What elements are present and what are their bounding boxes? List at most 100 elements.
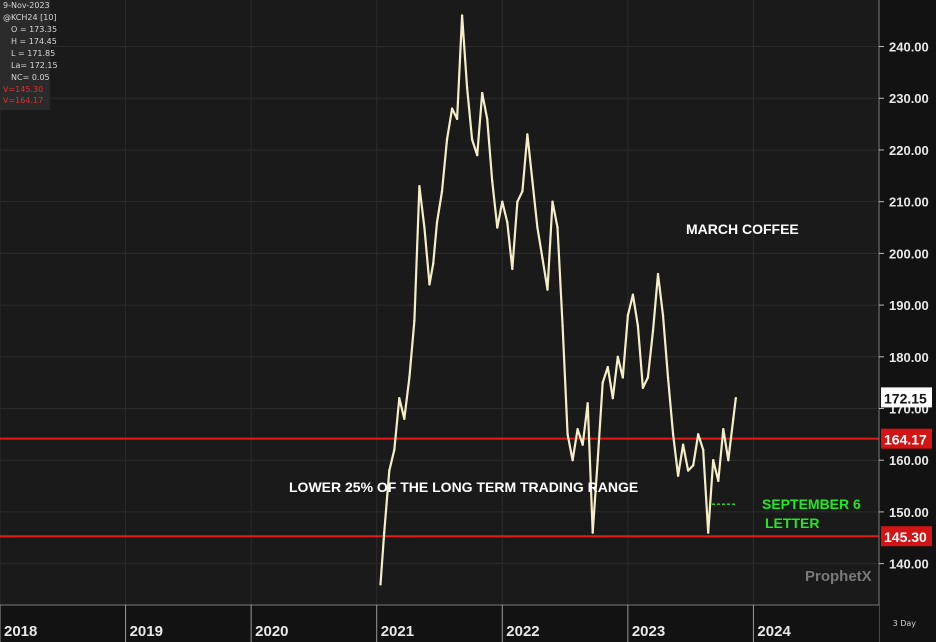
x-tick-label-2024: 2024 — [757, 623, 791, 640]
letter-label-2: LETTER — [765, 515, 819, 531]
price-point — [486, 117, 489, 121]
price-point — [591, 531, 594, 534]
last-price-box — [881, 387, 932, 408]
price-point — [566, 433, 569, 436]
price-point — [531, 179, 534, 183]
price-point — [450, 107, 454, 110]
level-label-0: 164.17 — [884, 432, 927, 448]
price-point — [506, 221, 509, 224]
price-point — [398, 396, 401, 400]
price-point — [586, 402, 589, 405]
price-point — [666, 376, 670, 379]
price-point — [631, 293, 635, 296]
price-point — [561, 324, 564, 327]
price-point — [641, 386, 645, 390]
ohlc-open: O = 173.35 — [11, 25, 58, 34]
y-tick-label-190: 190.00 — [889, 298, 929, 313]
prophetx-logo: ProphetX — [805, 568, 872, 585]
price-point — [646, 376, 650, 379]
price-point — [681, 443, 685, 446]
price-point — [734, 396, 738, 400]
price-point — [403, 417, 406, 421]
price-point — [686, 469, 690, 472]
ohlc-v1: V=145.30 — [3, 85, 44, 94]
support-levels — [0, 437, 879, 538]
price-point — [536, 226, 539, 229]
price-point — [470, 138, 474, 141]
grid — [0, 0, 879, 605]
price-point — [541, 257, 544, 260]
x-tick-label-2021: 2021 — [381, 623, 414, 640]
price-point — [702, 448, 705, 452]
price-point — [460, 14, 464, 17]
price-point — [581, 443, 584, 446]
price-point — [435, 221, 439, 224]
price-point — [691, 464, 695, 467]
price-point — [413, 319, 416, 322]
annotations: MARCH COFFEE LOWER 25% OF THE LONG TERM T… — [289, 221, 861, 531]
level-box-1 — [881, 526, 932, 547]
last-price-label: 172.15 — [884, 390, 927, 406]
price-point — [571, 459, 574, 462]
price-point — [696, 433, 700, 436]
price-point — [611, 396, 614, 400]
price-point — [455, 117, 459, 121]
chart-title: MARCH COFFEE — [686, 221, 799, 237]
price-point — [423, 226, 426, 229]
price-point — [651, 329, 655, 333]
price-point — [432, 262, 435, 265]
price-point — [546, 288, 549, 291]
ohlc-symbol: @KCH24 [10] — [3, 13, 57, 22]
price-point — [712, 459, 715, 462]
price-point — [551, 200, 554, 203]
price-point — [465, 86, 469, 90]
timeframe-label: 3 Day — [892, 619, 916, 628]
ohlc-low: L = 171.85 — [11, 49, 56, 58]
price-point — [596, 459, 599, 462]
price-point — [516, 200, 519, 203]
level-box-0 — [881, 428, 932, 449]
range-note: LOWER 25% OF THE LONG TERM TRADING RANGE — [289, 479, 638, 495]
y-tick-label-220: 220.00 — [889, 143, 929, 158]
price-axis: 140.00150.00160.00170.00180.00190.00200.… — [878, 0, 936, 642]
y-tick-label-240: 240.00 — [889, 40, 929, 55]
price-point — [601, 381, 604, 384]
price-point — [388, 469, 391, 472]
price-point — [636, 324, 640, 327]
x-tick-label-2020: 2020 — [255, 623, 288, 640]
price-point — [501, 200, 504, 203]
ohlc-v2: V=164.17 — [3, 96, 44, 105]
price-point — [626, 314, 630, 317]
price-point — [717, 479, 720, 483]
price-point — [676, 474, 680, 477]
price-point — [722, 427, 725, 431]
price-point — [491, 179, 494, 183]
price-point — [480, 91, 484, 95]
price-series — [379, 14, 738, 586]
price-point — [521, 190, 524, 193]
price-point — [393, 448, 396, 452]
x-tick-label-2018: 2018 — [4, 623, 37, 640]
price-point — [656, 272, 660, 276]
level-label-1: 145.30 — [884, 529, 927, 545]
price-point — [418, 184, 421, 188]
y-tick-label-180: 180.00 — [889, 350, 929, 365]
letter-label-1: SEPTEMBER 6 — [762, 496, 861, 512]
price-point — [732, 417, 735, 421]
ohlc-net-change: NC= 0.05 — [11, 73, 50, 82]
x-tick-label-2023: 2023 — [632, 623, 665, 640]
price-point — [727, 459, 730, 462]
price-point — [671, 433, 675, 436]
y-tick-label-160: 160.00 — [889, 453, 929, 468]
plot-background — [0, 0, 879, 605]
price-point — [707, 531, 710, 534]
price-point — [428, 283, 431, 286]
price-point — [616, 355, 620, 358]
ohlc-date: 9-Nov-2023 — [3, 1, 50, 10]
ohlc-last: La= 172.15 — [11, 61, 58, 70]
y-tick-label-230: 230.00 — [889, 91, 929, 106]
y-tick-label-140: 140.00 — [889, 557, 929, 572]
ohlc-panel: 9-Nov-2023 @KCH24 [10] O = 173.35 H = 17… — [0, 0, 58, 110]
ohlc-high: H = 174.45 — [11, 37, 57, 46]
y-tick-label-150: 150.00 — [889, 505, 929, 520]
